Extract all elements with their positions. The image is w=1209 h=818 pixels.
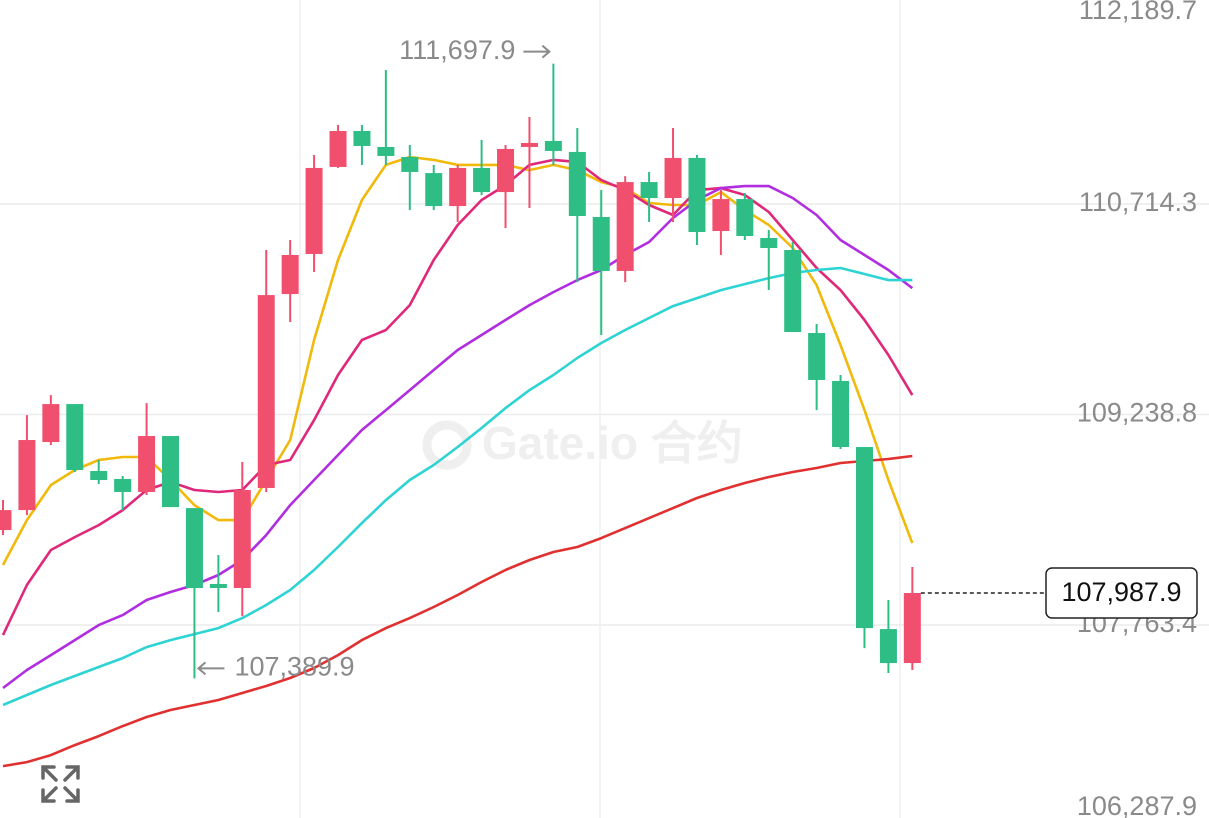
candle-body	[0, 510, 12, 531]
candle-body	[185, 508, 203, 588]
candle-body	[879, 629, 897, 664]
y-tick-label: 112,189.7	[1079, 0, 1197, 25]
candle-body	[520, 142, 538, 147]
candle-body	[42, 404, 60, 443]
candle-body	[377, 146, 395, 156]
icon-corner	[63, 765, 80, 782]
ma-line	[2, 266, 913, 707]
last-price-box	[1045, 567, 1198, 619]
candle-body	[401, 156, 419, 172]
candle-body	[305, 167, 323, 254]
candle-body	[688, 157, 706, 233]
y-tick-label: 109,238.8	[1077, 398, 1197, 428]
fullscreen-icon[interactable]	[41, 765, 80, 803]
candle-body	[353, 130, 371, 146]
candle-body	[855, 447, 873, 629]
candle-body	[473, 167, 491, 193]
candle-body	[712, 199, 730, 232]
candle-body	[616, 182, 634, 271]
candle-body	[114, 478, 132, 492]
candle-body	[808, 333, 826, 380]
ma-line	[2, 184, 914, 690]
candle-body	[640, 182, 658, 199]
candle-body	[233, 489, 251, 588]
icon-corner	[41, 786, 58, 803]
watermark-logo	[422, 420, 472, 470]
candle-body	[449, 167, 467, 207]
candle-body	[497, 148, 515, 193]
ma-line	[2, 454, 913, 768]
high-label: 111,697.9	[399, 35, 515, 65]
candle-body	[544, 140, 562, 151]
candle-body	[281, 254, 299, 295]
candle-body	[425, 173, 443, 207]
low-arrow	[196, 661, 225, 676]
last-price-label: 107,987.9	[1061, 577, 1181, 607]
watermark: Gate.io 合约	[422, 417, 743, 470]
vertical-grid	[299, 0, 901, 818]
y-tick-label: 110,714.3	[1079, 187, 1197, 217]
low-label: 107,389.9	[234, 651, 354, 681]
icon-corner	[63, 786, 80, 803]
candle-body	[90, 470, 108, 480]
candle-body	[257, 295, 275, 488]
candle-body	[760, 237, 778, 248]
candle-body	[784, 249, 802, 333]
y-tick-label: 106,287.9	[1077, 791, 1197, 818]
high-arrow	[523, 44, 551, 59]
candle-body	[903, 593, 921, 664]
icon-corner	[41, 765, 58, 782]
candle-body	[568, 151, 586, 217]
candle-body	[664, 157, 682, 199]
candle-body	[329, 130, 347, 167]
candle-body	[736, 199, 754, 236]
candle-body	[832, 380, 850, 448]
candle-body	[209, 584, 227, 588]
candle-body	[18, 440, 36, 511]
candle-body	[138, 436, 156, 492]
candle-body	[592, 217, 610, 271]
candle-body	[162, 436, 180, 508]
candle-body	[66, 404, 84, 470]
watermark-text: Gate.io 合约	[482, 417, 743, 469]
